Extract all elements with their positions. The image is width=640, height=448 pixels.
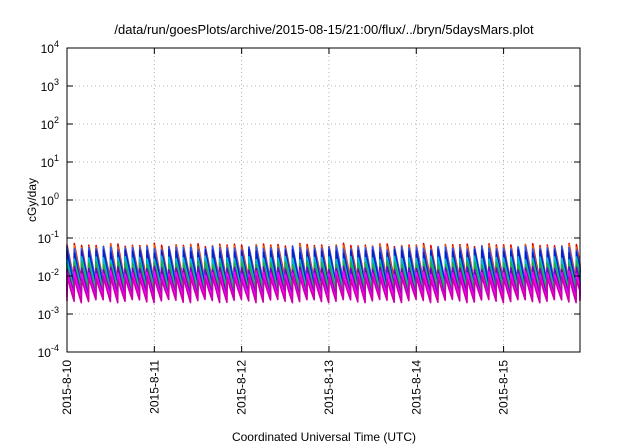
y-tick-label: 10-3 bbox=[38, 305, 59, 322]
x-tick-label: 2015-8-12 bbox=[235, 360, 249, 415]
chart-title: /data/run/goesPlots/archive/2015-08-15/2… bbox=[114, 22, 534, 37]
y-tick-label: 104 bbox=[41, 39, 59, 56]
y-tick-label: 10-2 bbox=[38, 267, 59, 284]
x-ticks: 2015-8-10 2015-8-11 2015-8-12 2015-8-13 2015… bbox=[60, 48, 511, 415]
x-tick-label: 2015-8-10 bbox=[60, 360, 74, 415]
y-axis-label: cGy/day bbox=[25, 178, 39, 222]
grid bbox=[67, 48, 580, 352]
y-tick-label: 102 bbox=[41, 115, 59, 132]
x-tick-label: 2015-8-13 bbox=[322, 360, 336, 415]
series-line bbox=[66, 275, 581, 304]
series-group bbox=[66, 242, 581, 304]
x-tick-label: 2015-8-15 bbox=[497, 360, 511, 415]
y-ticks: 10-4 10-3 10-2 10-1 100 101 102 103 104 bbox=[38, 39, 580, 360]
x-tick-label: 2015-8-11 bbox=[147, 360, 161, 414]
y-tick-label: 100 bbox=[41, 191, 59, 208]
y-tick-label: 101 bbox=[41, 153, 59, 170]
y-tick-label: 103 bbox=[41, 77, 59, 94]
x-tick-label: 2015-8-14 bbox=[409, 360, 423, 415]
x-axis-label: Coordinated Universal Time (UTC) bbox=[232, 430, 416, 444]
y-tick-label: 10-4 bbox=[38, 343, 59, 360]
y-tick-label: 10-1 bbox=[38, 229, 59, 246]
